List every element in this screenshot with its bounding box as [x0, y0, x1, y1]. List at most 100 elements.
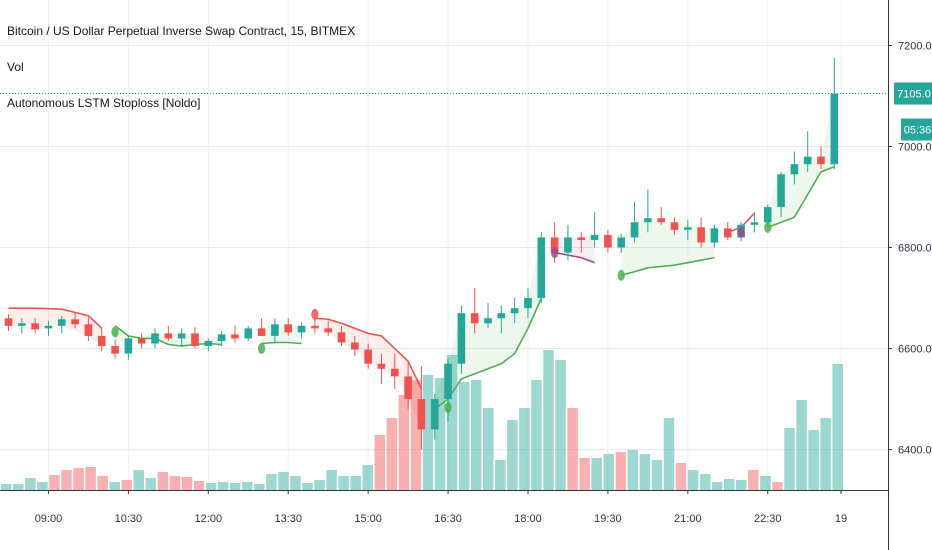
- volume-bar: [157, 472, 169, 490]
- candle-body: [470, 313, 479, 324]
- time-tick-label: 16:30: [434, 513, 462, 525]
- stoploss-fill: [621, 218, 715, 276]
- candle-body: [644, 218, 652, 223]
- stoploss-line: [261, 341, 302, 345]
- stoploss-line: [314, 317, 423, 390]
- volume-bar: [748, 470, 759, 490]
- candle-body: [430, 399, 439, 430]
- volume-bar: [121, 480, 132, 490]
- candle-body: [390, 368, 399, 377]
- candle-body: [577, 237, 586, 240]
- candle-body: [697, 227, 705, 243]
- volume-bar: [808, 430, 819, 490]
- candle-body: [244, 328, 253, 339]
- volume-bar: [205, 483, 217, 490]
- volume-bar: [483, 408, 494, 490]
- signal-marker: [764, 221, 772, 233]
- candle-body: [217, 334, 226, 341]
- volume-bar: [651, 460, 663, 490]
- volume-bar: [772, 482, 783, 490]
- volume-bar: [832, 364, 843, 490]
- volume-bar: [410, 380, 422, 490]
- candle-body: [710, 228, 719, 243]
- volume-bar: [555, 360, 566, 490]
- stoploss-line: [8, 307, 103, 329]
- signal-marker: [257, 343, 266, 355]
- volume-bar: [254, 484, 265, 490]
- candle-body: [111, 346, 119, 354]
- signal-marker: [111, 326, 119, 338]
- candle-body: [297, 325, 306, 333]
- volume-bar: [579, 458, 590, 490]
- volume-bar: [784, 428, 795, 490]
- candle-body: [564, 237, 572, 253]
- volume-bar: [531, 380, 542, 490]
- volume-bar: [675, 463, 687, 490]
- candle-body: [351, 342, 359, 350]
- volume-bar: [434, 378, 446, 490]
- candle-body: [630, 222, 639, 238]
- candle-body: [590, 234, 599, 240]
- volume-bar: [133, 470, 145, 490]
- volume-bar: [615, 452, 627, 490]
- volume-bar: [820, 418, 831, 490]
- candle-body: [44, 325, 53, 329]
- volume-bar: [446, 355, 458, 490]
- stoploss-fill: [8, 308, 102, 347]
- volume-bar: [73, 468, 84, 490]
- volume-legend[interactable]: Vol: [7, 60, 24, 74]
- candle-body: [231, 334, 239, 339]
- candle-body: [817, 156, 825, 165]
- stoploss-line: [767, 165, 835, 229]
- candle-body: [311, 325, 319, 329]
- candle-body: [177, 333, 186, 339]
- volume-bar: [362, 465, 373, 490]
- candle-body: [830, 93, 839, 165]
- stoploss-fill: [261, 324, 302, 344]
- candle-body: [497, 313, 506, 319]
- volume-bar: [181, 477, 193, 490]
- signal-marker: [737, 226, 745, 238]
- last-price-badge-label: 7105.0: [897, 88, 931, 100]
- volume-bar: [398, 395, 410, 490]
- candle-body: [457, 313, 466, 364]
- time-tick-label: 22:30: [754, 513, 782, 525]
- candle-body: [271, 324, 279, 336]
- volume-bar: [711, 482, 723, 490]
- time-tick-label: 19:30: [594, 513, 622, 525]
- chart-title[interactable]: Bitcoin / US Dollar Perpetual Inverse Sw…: [7, 24, 356, 38]
- volume-bar: [242, 482, 253, 490]
- volume-bar: [13, 484, 24, 490]
- candle-body: [684, 227, 692, 230]
- volume-bar: [229, 483, 241, 490]
- stoploss-line: [434, 297, 543, 410]
- volume-bar: [85, 467, 96, 490]
- volume-bar: [567, 408, 578, 490]
- candle-body: [164, 333, 173, 339]
- volume-bar: [639, 454, 651, 490]
- volume-bar: [37, 482, 48, 490]
- candle-body: [377, 363, 386, 369]
- volume-bar: [603, 454, 614, 490]
- candle-body: [790, 164, 799, 175]
- price-tick-label: 6800.0: [898, 243, 932, 255]
- candle-body: [18, 323, 26, 326]
- candle-body: [151, 333, 159, 344]
- countdown-badge: [901, 118, 932, 141]
- stoploss-line: [621, 256, 715, 277]
- candle-body: [71, 319, 79, 325]
- indicator-legend[interactable]: Autonomous LSTM Stoploss [Noldo]: [7, 96, 201, 110]
- candle-body: [444, 363, 452, 400]
- volume-bar: [627, 450, 639, 490]
- volume-bar: [193, 481, 205, 490]
- volume-bar: [61, 470, 72, 490]
- candle-body: [84, 324, 93, 336]
- last-price-badge: [894, 82, 932, 105]
- time-tick-label: 13:30: [274, 513, 302, 525]
- time-tick-label: 21:00: [674, 513, 702, 525]
- volume-bar: [519, 408, 530, 490]
- candle-body: [417, 399, 426, 430]
- candle-body: [604, 234, 612, 248]
- price-tick-label: 7200.0: [898, 40, 932, 52]
